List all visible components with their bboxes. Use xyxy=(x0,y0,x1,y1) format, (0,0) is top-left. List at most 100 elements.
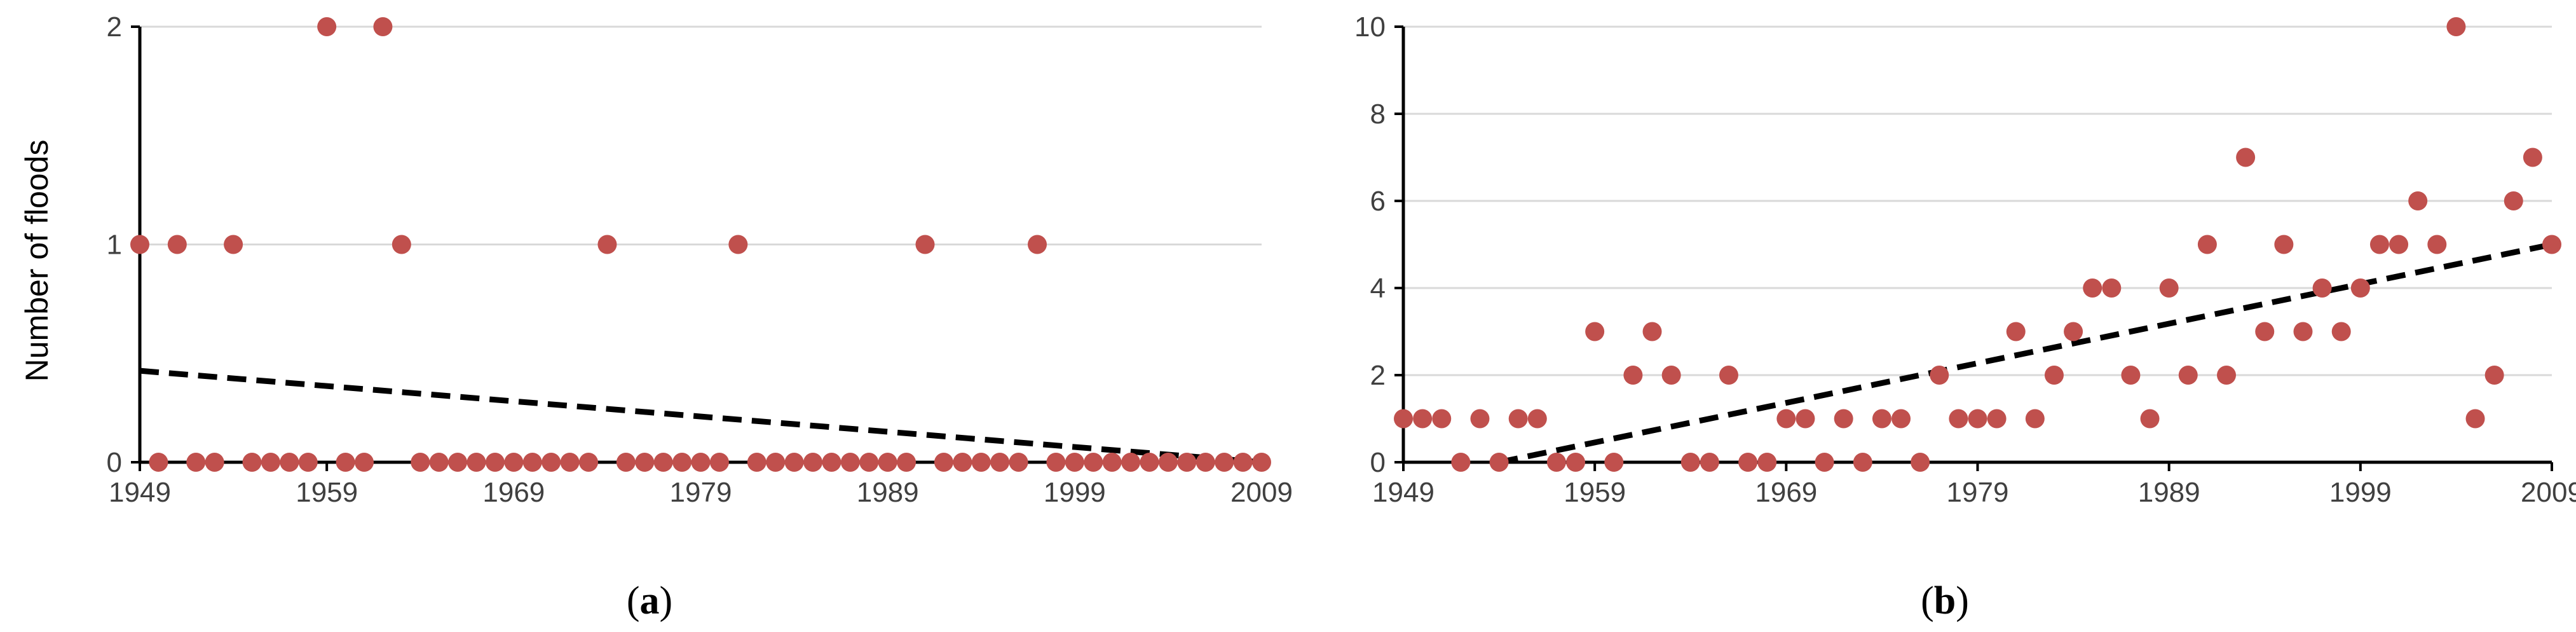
chart-b-point xyxy=(2427,235,2447,254)
chart-a-point xyxy=(803,453,822,472)
chart-a-point xyxy=(934,453,953,472)
chart-a-point xyxy=(1233,453,1253,472)
chart-a-point xyxy=(878,453,897,472)
chart-b-point xyxy=(2408,191,2428,210)
chart-a-y-tick-labels: 0 1 2 xyxy=(107,11,140,478)
chart-a-point xyxy=(542,453,561,472)
chart-a-point xyxy=(953,453,972,472)
chart-a-point xyxy=(1028,235,1047,254)
chart-b-point xyxy=(1394,409,1413,429)
chart-b-x-tick-label: 1979 xyxy=(1947,477,2009,508)
chart-b-point xyxy=(1949,409,1968,429)
chart-a-point xyxy=(298,453,318,472)
chart-b-point xyxy=(1872,409,1891,429)
chart-a-point xyxy=(224,235,243,254)
chart-a-trendline-group xyxy=(139,368,1262,465)
chart-b-x-tick-label: 1969 xyxy=(1755,477,1817,508)
chart-b-point xyxy=(1719,366,1738,385)
chart-a-point xyxy=(579,453,598,472)
chart-a-points xyxy=(130,17,1271,472)
chart-a-y-tick-label: 0 xyxy=(107,447,122,478)
chart-b-point xyxy=(2523,148,2542,167)
chart-b-point xyxy=(2197,235,2217,254)
chart-a-point xyxy=(429,453,449,472)
chart-b-point xyxy=(1987,409,2007,429)
chart-b-points xyxy=(1394,17,2561,472)
chart-b-point xyxy=(1527,409,1547,429)
chart-b-point xyxy=(1738,453,1758,472)
chart-a-panel-letter: a xyxy=(640,579,660,622)
chart-a-point xyxy=(355,453,374,472)
chart-b-point xyxy=(2025,409,2045,429)
chart-b-point xyxy=(1891,409,1911,429)
chart-b-x-tick-label: 1949 xyxy=(1372,477,1435,508)
chart-a-x-tick-label: 1969 xyxy=(482,477,545,508)
chart-a-trendline xyxy=(139,368,1262,465)
chart-b-point xyxy=(2542,235,2561,254)
chart-b: 0 2 4 6 8 10 1949 1959 1969 1979 1989 1999 2009 (b) xyxy=(1354,11,2576,622)
chart-b-point xyxy=(1642,322,1662,341)
chart-a-point xyxy=(616,453,636,472)
chart-a-point xyxy=(766,453,786,472)
chart-b-point xyxy=(1968,409,1987,429)
chart-a-point xyxy=(504,453,524,472)
chart-b-point xyxy=(1451,453,1471,472)
chart-b-point xyxy=(2255,322,2275,341)
chart-b-point xyxy=(1470,409,1490,429)
chart-b-point xyxy=(2083,278,2102,298)
chart-a-y-tick-label: 2 xyxy=(107,11,122,43)
chart-a-x-tick-labels: 1949 1959 1969 1979 1989 1999 2009 xyxy=(109,462,1293,508)
chart-a-point xyxy=(915,235,935,254)
chart-b-point xyxy=(2006,322,2026,341)
chart-a-y-axis-title: Number of floods xyxy=(19,140,55,382)
chart-b-point xyxy=(2504,191,2523,210)
chart-a-point xyxy=(691,453,711,472)
chart-a-point xyxy=(336,453,355,472)
chart-b-point xyxy=(2484,366,2504,385)
chart-b-point xyxy=(2350,278,2370,298)
chart-b-point xyxy=(2293,322,2313,341)
chart-a-point xyxy=(522,453,542,472)
chart-a-point xyxy=(728,235,748,254)
chart-b-point xyxy=(1700,453,1719,472)
chart-b-x-tick-label: 1999 xyxy=(2329,477,2392,508)
chart-a-point xyxy=(448,453,468,472)
chart-a-point xyxy=(1084,453,1103,472)
chart-b-point xyxy=(2159,278,2179,298)
chart-b-y-tick-label: 8 xyxy=(1370,99,1386,130)
chart-a-point xyxy=(186,453,206,472)
chart-b-point xyxy=(2274,235,2294,254)
chart-a-point xyxy=(1140,453,1159,472)
chart-b-y-tick-label: 4 xyxy=(1370,273,1386,304)
chart-b-y-tick-label: 10 xyxy=(1354,11,1386,43)
chart-a-point xyxy=(747,453,767,472)
chart-b-point xyxy=(2236,148,2256,167)
chart-a-point xyxy=(597,235,617,254)
chart-a-point xyxy=(411,453,430,472)
chart-b-point xyxy=(2312,278,2332,298)
chart-b-point xyxy=(2446,17,2466,36)
chart-a-x-tick-label: 1949 xyxy=(109,477,171,508)
chart-a-point xyxy=(1121,453,1141,472)
chart-b-y-tick-label: 2 xyxy=(1370,360,1386,391)
chart-b-point xyxy=(2217,366,2237,385)
chart-a-point xyxy=(467,453,486,472)
chart-a-point xyxy=(1158,453,1178,472)
chart-b-point xyxy=(1796,409,1815,429)
chart-b-point xyxy=(1815,453,1834,472)
chart-a-point xyxy=(373,17,393,36)
chart-b-x-tick-label: 1989 xyxy=(2138,477,2200,508)
chart-a-x-tick-label: 1979 xyxy=(670,477,732,508)
chart-a-x-tick-label: 2009 xyxy=(1230,477,1293,508)
chart-b-point xyxy=(1853,453,1872,472)
chart-b-point xyxy=(1489,453,1509,472)
chart-a-point xyxy=(653,453,673,472)
chart-b-point xyxy=(2178,366,2198,385)
chart-a-point xyxy=(971,453,991,472)
chart-b-y-tick-label: 0 xyxy=(1370,447,1386,478)
chart-b-point xyxy=(2121,366,2141,385)
chart-a-point xyxy=(1046,453,1066,472)
chart-b-panel-label: (b) xyxy=(1921,579,1969,622)
